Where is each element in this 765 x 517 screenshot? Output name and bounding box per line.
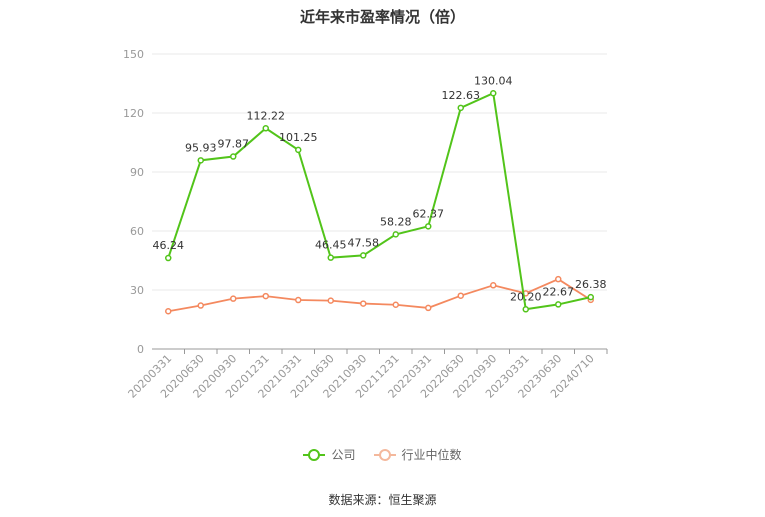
legend: 公司 行业中位数	[0, 446, 765, 463]
y-tick-label-120: 120	[123, 107, 144, 120]
data-point-industry-median	[360, 300, 367, 307]
data-point-company	[165, 254, 172, 262]
series-line-company	[167, 91, 591, 311]
data-label-company: 20.20	[510, 290, 542, 303]
y-tick-label-0: 0	[137, 343, 144, 356]
data-point-company	[555, 301, 562, 308]
data-point-industry-median	[327, 297, 334, 304]
series-line-industry-median	[168, 278, 592, 313]
y-tick-label-60: 60	[130, 225, 144, 238]
data-label-company: 95.93	[185, 141, 217, 154]
data-point-industry-median	[425, 304, 432, 312]
data-point-company	[392, 231, 399, 238]
data-label-company: 26.38	[575, 278, 607, 291]
legend-company-marker-icon	[303, 448, 326, 461]
data-label-company: 22.67	[543, 285, 575, 298]
data-point-industry-median	[555, 275, 562, 283]
data-point-company	[522, 306, 529, 313]
data-point-company	[197, 157, 204, 164]
data-label-company: 130.04	[474, 74, 513, 87]
legend-company-label: 公司	[331, 448, 356, 462]
data-label-company: 47.58	[348, 236, 380, 249]
data-label-company: 101.25	[279, 131, 318, 144]
legend-industry-median-label: 行业中位数	[401, 448, 462, 462]
data-label-company: 122.63	[442, 89, 481, 102]
data-point-company	[457, 104, 464, 112]
data-point-company	[262, 125, 269, 132]
pe-ratio-line-chart: 0306090120150202003312020063020200930202…	[123, 48, 608, 401]
data-point-industry-median	[490, 282, 497, 289]
data-label-company: 46.45	[315, 239, 347, 252]
data-point-industry-median	[295, 296, 302, 304]
data-label-company: 97.87	[218, 138, 250, 151]
data-point-industry-median	[262, 292, 269, 300]
data-label-company: 112.22	[247, 109, 286, 122]
data-source-note: 数据来源：恒生聚源	[328, 493, 437, 507]
data-point-company	[295, 146, 302, 154]
y-tick-label-90: 90	[130, 166, 144, 179]
data-point-company	[327, 254, 334, 261]
data-point-industry-median	[457, 292, 464, 299]
data-point-company	[230, 153, 237, 160]
data-point-industry-median	[165, 307, 172, 315]
data-point-industry-median	[392, 301, 399, 308]
data-label-company: 46.24	[153, 239, 185, 252]
legend-item-company[interactable]: 公司	[303, 446, 356, 463]
data-label-company: 58.28	[380, 215, 412, 228]
y-tick-label-30: 30	[130, 284, 144, 297]
legend-industry-median-marker-icon	[373, 448, 396, 461]
data-point-company	[425, 223, 432, 230]
data-point-industry-median	[230, 295, 237, 302]
data-point-company	[360, 252, 367, 259]
data-label-company: 62.37	[413, 207, 445, 220]
chart-title: 近年来市盈率情况（倍）	[299, 8, 465, 26]
legend-item-industry-median[interactable]: 行业中位数	[373, 446, 462, 463]
data-point-industry-median	[197, 302, 204, 309]
data-point-company	[587, 293, 594, 301]
y-tick-label-150: 150	[123, 48, 144, 61]
data-point-company	[490, 90, 497, 97]
